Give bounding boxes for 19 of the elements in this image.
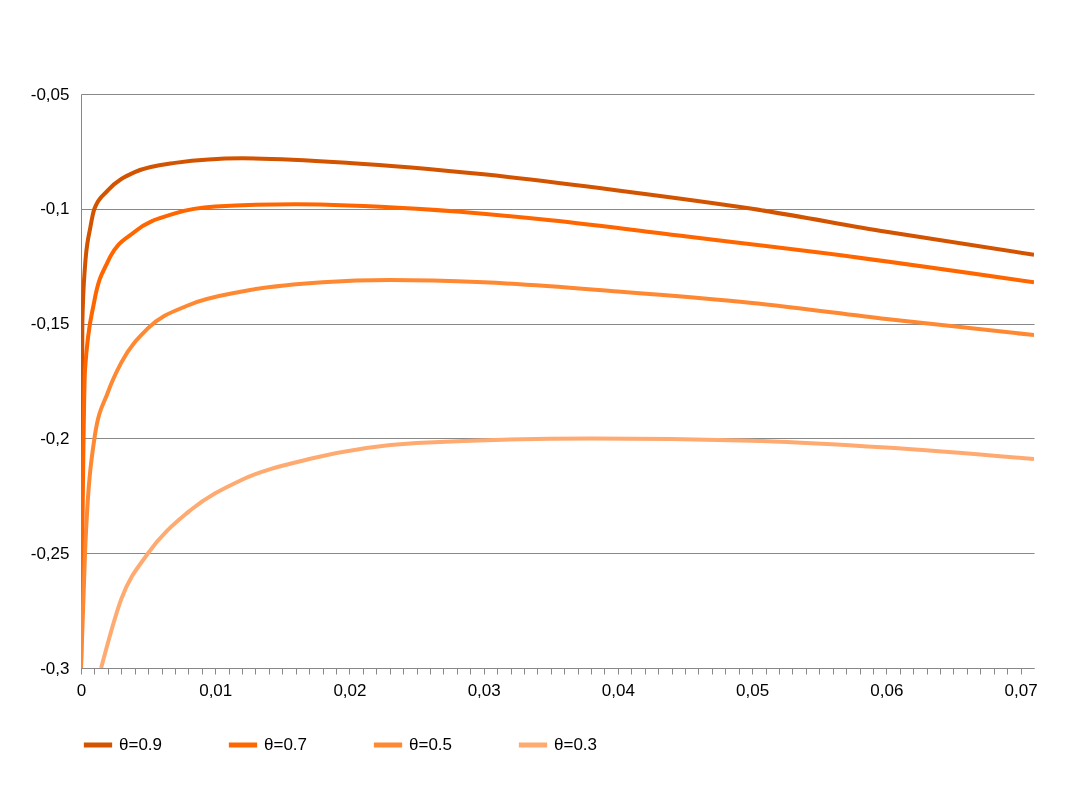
y-tick-label: -0,25 (30, 543, 70, 563)
y-tick-label: -0,15 (30, 314, 70, 334)
x-tick-label: 0,04 (601, 680, 635, 700)
x-tick-label: 0,03 (467, 680, 501, 700)
y-tick-label: -0,1 (40, 199, 70, 219)
y-tick-label: -0,3 (40, 658, 70, 678)
x-tick-label: 0,06 (870, 680, 904, 700)
legend-label: θ=0.5 (409, 735, 453, 754)
x-tick-label: 0,05 (736, 680, 770, 700)
line-series (99, 436, 1034, 668)
legend-label: θ=0.9 (119, 735, 163, 754)
y-tick-label: -0,05 (30, 84, 70, 104)
y-tick-label: -0,2 (40, 428, 70, 448)
legend-label: θ=0.7 (264, 735, 308, 754)
x-tick-label: 0 (76, 680, 87, 700)
x-tick-label: 0,01 (199, 680, 233, 700)
legend-label: θ=0.3 (554, 735, 598, 754)
x-tick-label: 0,02 (333, 680, 367, 700)
x-tick-label: 0,07 (1004, 680, 1038, 700)
